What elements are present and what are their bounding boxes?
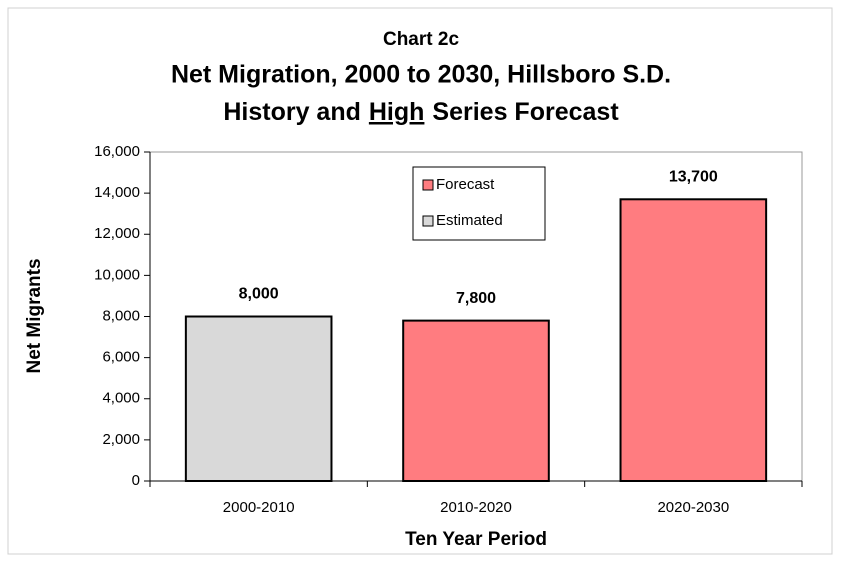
y-tick-label: 0 xyxy=(132,472,140,489)
y-tick-label: 14,000 xyxy=(94,184,140,201)
y-tick-label: 16,000 xyxy=(94,143,140,160)
bar xyxy=(402,319,550,482)
title-part: High xyxy=(369,98,425,126)
legend-box xyxy=(412,166,546,241)
data-label: 8,000 xyxy=(239,286,279,303)
x-axis-label: Ten Year Period xyxy=(405,529,547,550)
x-tick-label: 2020-2030 xyxy=(657,499,729,516)
legend-swatch xyxy=(422,215,434,227)
y-tick-label: 10,000 xyxy=(94,266,140,283)
y-tick-label: 12,000 xyxy=(94,225,140,242)
y-tick-label: 8,000 xyxy=(102,307,140,324)
y-tick-label: 2,000 xyxy=(102,431,140,448)
legend-label: Forecast xyxy=(436,176,495,193)
bar xyxy=(619,198,768,482)
y-axis-label: Net Migrants xyxy=(24,258,45,373)
chart-title-line: History and High Series Forecast xyxy=(223,98,619,126)
legend-swatch xyxy=(422,179,434,191)
bar xyxy=(184,315,333,482)
y-tick-label: 4,000 xyxy=(102,390,140,407)
x-tick-label: 2010-2020 xyxy=(440,499,512,516)
title-part: Series Forecast xyxy=(432,98,619,126)
x-tick-label: 2000-2010 xyxy=(223,499,295,516)
y-tick-label: 6,000 xyxy=(102,349,140,366)
title-part: History and xyxy=(223,98,361,126)
data-label: 7,800 xyxy=(456,290,496,307)
legend-label: Estimated xyxy=(436,212,503,229)
data-label: 13,700 xyxy=(669,169,718,186)
chart-title: Net Migration, 2000 to 2030, Hillsboro S… xyxy=(171,61,671,89)
chart-subtitle: Chart 2c xyxy=(383,29,459,50)
